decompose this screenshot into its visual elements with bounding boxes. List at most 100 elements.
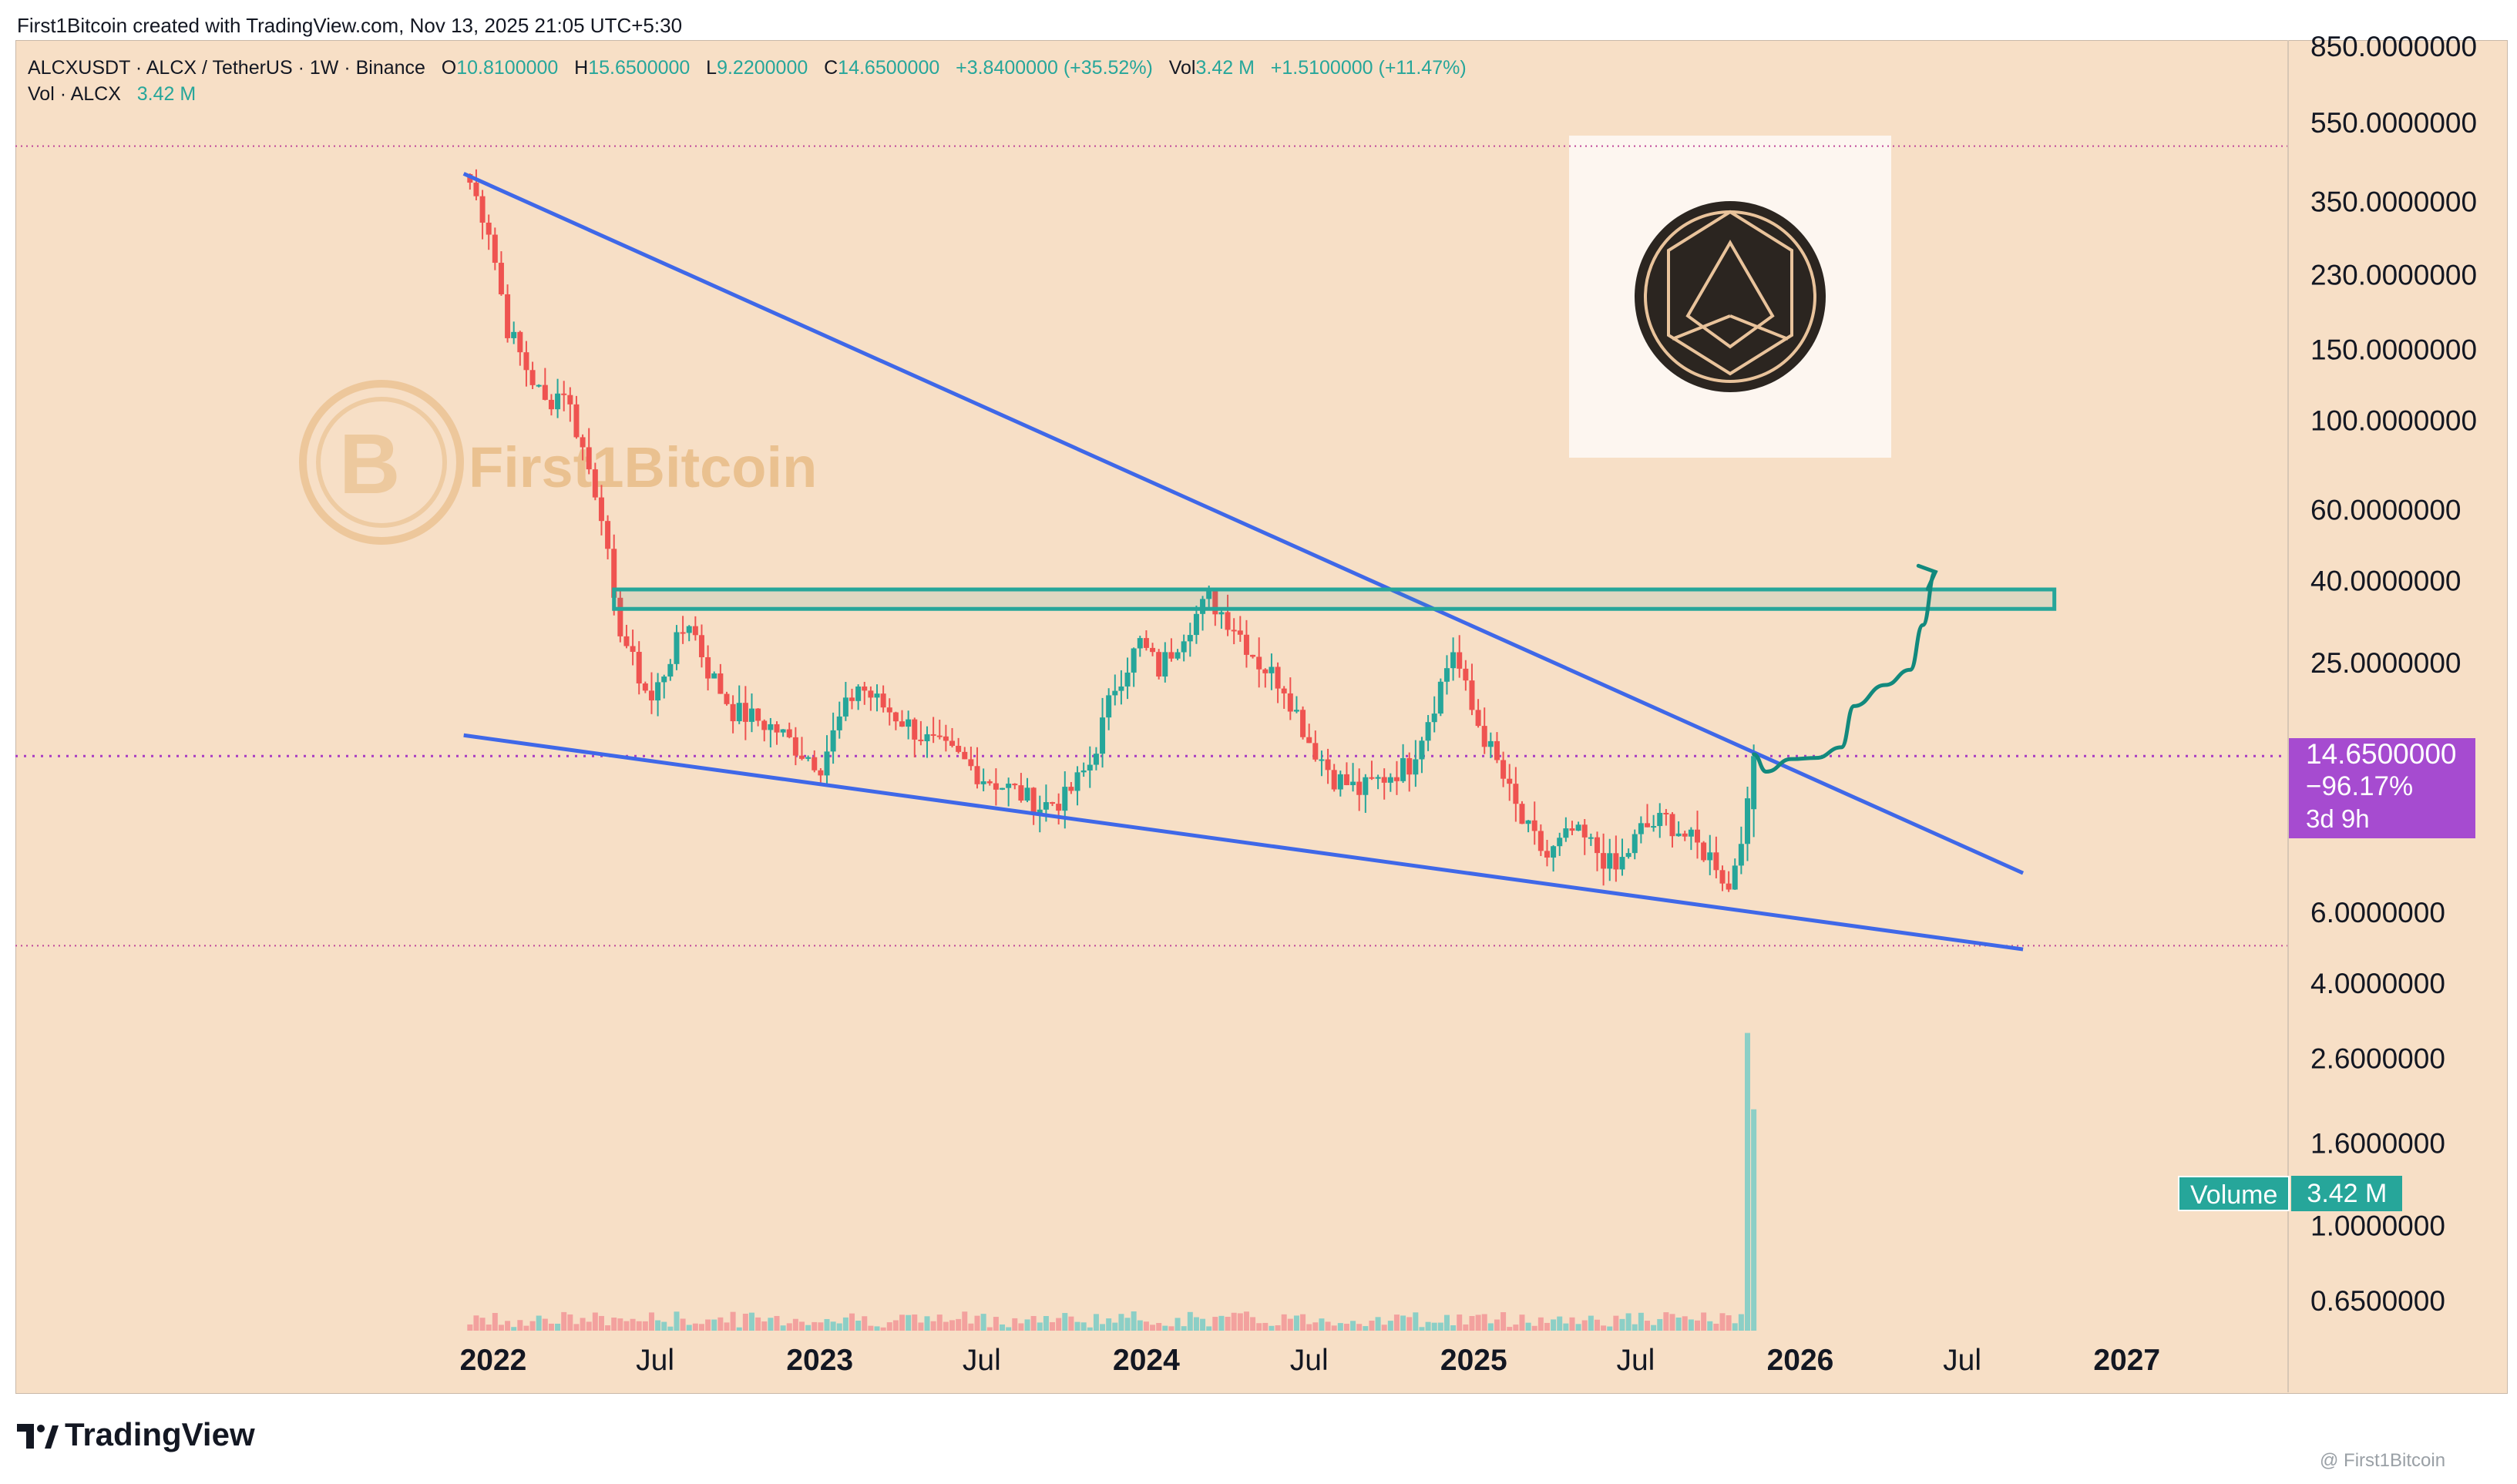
volume-bar — [1406, 1317, 1413, 1331]
candle-body — [1225, 612, 1231, 630]
volume-bar — [906, 1314, 912, 1331]
volume-bar — [936, 1314, 943, 1331]
time-tick-label: Jul — [1943, 1344, 1981, 1377]
candle-body — [1463, 668, 1469, 681]
candle-body — [1575, 824, 1581, 831]
low-label: L — [706, 57, 717, 79]
candle-body — [1124, 672, 1131, 687]
lower-trendline[interactable] — [463, 733, 2024, 952]
candle-body — [1131, 648, 1137, 673]
candle-body — [692, 626, 698, 636]
candle-body — [1150, 647, 1156, 653]
candle-body — [880, 693, 886, 708]
price-tick-label: 6.0000000 — [2310, 897, 2445, 928]
projection-path[interactable] — [1752, 569, 1937, 774]
volume-bar — [655, 1320, 661, 1331]
volume-bar — [1625, 1313, 1632, 1331]
candle-body — [792, 737, 798, 756]
volume-bar — [1369, 1320, 1375, 1331]
volume-bar — [473, 1315, 479, 1331]
candle-body — [1218, 612, 1225, 615]
volume-bar — [1243, 1311, 1249, 1331]
volume-bar — [1425, 1321, 1431, 1331]
volume-bar — [1581, 1320, 1588, 1331]
volume-bar — [561, 1311, 567, 1331]
candle-body — [1751, 756, 1757, 810]
volume-bar — [1431, 1322, 1437, 1331]
tradingview-mark-icon — [17, 1423, 59, 1449]
candle-body — [1080, 770, 1087, 773]
volume-bar — [1463, 1324, 1469, 1331]
volume-bar — [1287, 1318, 1293, 1331]
volume-bar — [968, 1323, 974, 1331]
price-tick-label: 850.0000000 — [2310, 31, 2477, 62]
candle-body — [486, 222, 492, 235]
candle-body — [1193, 613, 1199, 636]
candle-body — [555, 393, 561, 410]
candle-body — [1563, 828, 1569, 838]
volume-bar — [1513, 1325, 1519, 1331]
candle-body — [736, 703, 742, 722]
volume-bar — [692, 1323, 698, 1331]
candle-body — [1050, 802, 1056, 804]
price-tick-label: 1.0000000 — [2310, 1210, 2445, 1241]
volume-bar — [912, 1314, 918, 1331]
open-label: O — [441, 57, 457, 79]
volume-bar — [1262, 1322, 1269, 1331]
time-tick-label: 2023 — [786, 1344, 853, 1377]
volume-bar — [1557, 1316, 1563, 1331]
candle-body — [1469, 680, 1475, 710]
candle-body — [1331, 770, 1337, 790]
candle-body — [986, 781, 993, 784]
candle-body — [686, 626, 692, 633]
candle-body — [1507, 778, 1513, 784]
volume-bar — [555, 1323, 561, 1331]
candle-body — [511, 331, 517, 338]
volume-bar — [1074, 1321, 1080, 1331]
candle-body — [1200, 599, 1206, 614]
volume-bar — [1137, 1320, 1143, 1331]
volume-bar — [1669, 1314, 1675, 1331]
candle-body — [1181, 641, 1187, 653]
volume-bar — [1200, 1318, 1206, 1331]
candle-body — [1393, 777, 1400, 781]
candle-body — [680, 632, 686, 634]
volume-bar — [1657, 1318, 1663, 1331]
candle-body — [517, 331, 523, 353]
time-axis[interactable]: 2022 Jul 2023 Jul 2024 Jul 2025 Jul 2026 Jul 2027 — [460, 1344, 2160, 1377]
candle-body — [1243, 634, 1249, 655]
volume-bar — [1663, 1312, 1669, 1331]
price-axis[interactable]: 850.0000000 550.0000000 350.0000000 230.000… — [2310, 31, 2477, 1317]
volume-bar — [542, 1318, 548, 1331]
volume-bar — [1651, 1325, 1657, 1331]
candle-body — [642, 683, 648, 691]
tradingview-logo[interactable]: TradingView — [17, 1416, 255, 1453]
upper-trendline[interactable] — [462, 172, 2025, 875]
volume-bar — [1018, 1323, 1024, 1331]
volume-bar — [1751, 1109, 1757, 1331]
candle-body — [1707, 852, 1713, 861]
volume-bar — [1588, 1315, 1594, 1331]
volume-bar — [1124, 1318, 1131, 1331]
candle-body — [1319, 759, 1325, 761]
candle-body — [842, 697, 849, 717]
candle-body — [1531, 820, 1537, 831]
candle-body — [1375, 777, 1381, 779]
candle-body — [1168, 652, 1174, 659]
time-tick-label: Jul — [636, 1344, 674, 1377]
price-tick-label: 60.0000000 — [2310, 494, 2461, 525]
resistance-zone[interactable] — [612, 587, 2057, 611]
candle-body — [617, 597, 623, 636]
time-tick-label: Jul — [1290, 1344, 1329, 1377]
volume-bar — [1281, 1314, 1287, 1331]
candle-body — [580, 437, 586, 448]
candle-body — [1481, 726, 1487, 747]
candle-body — [1312, 743, 1319, 760]
volume-bar — [1525, 1322, 1531, 1331]
volume-bar — [505, 1321, 511, 1331]
chart-area[interactable] — [15, 40, 2508, 1394]
volume-bar — [1638, 1312, 1644, 1331]
volume-bar — [956, 1318, 962, 1331]
volume-bar — [855, 1320, 862, 1331]
